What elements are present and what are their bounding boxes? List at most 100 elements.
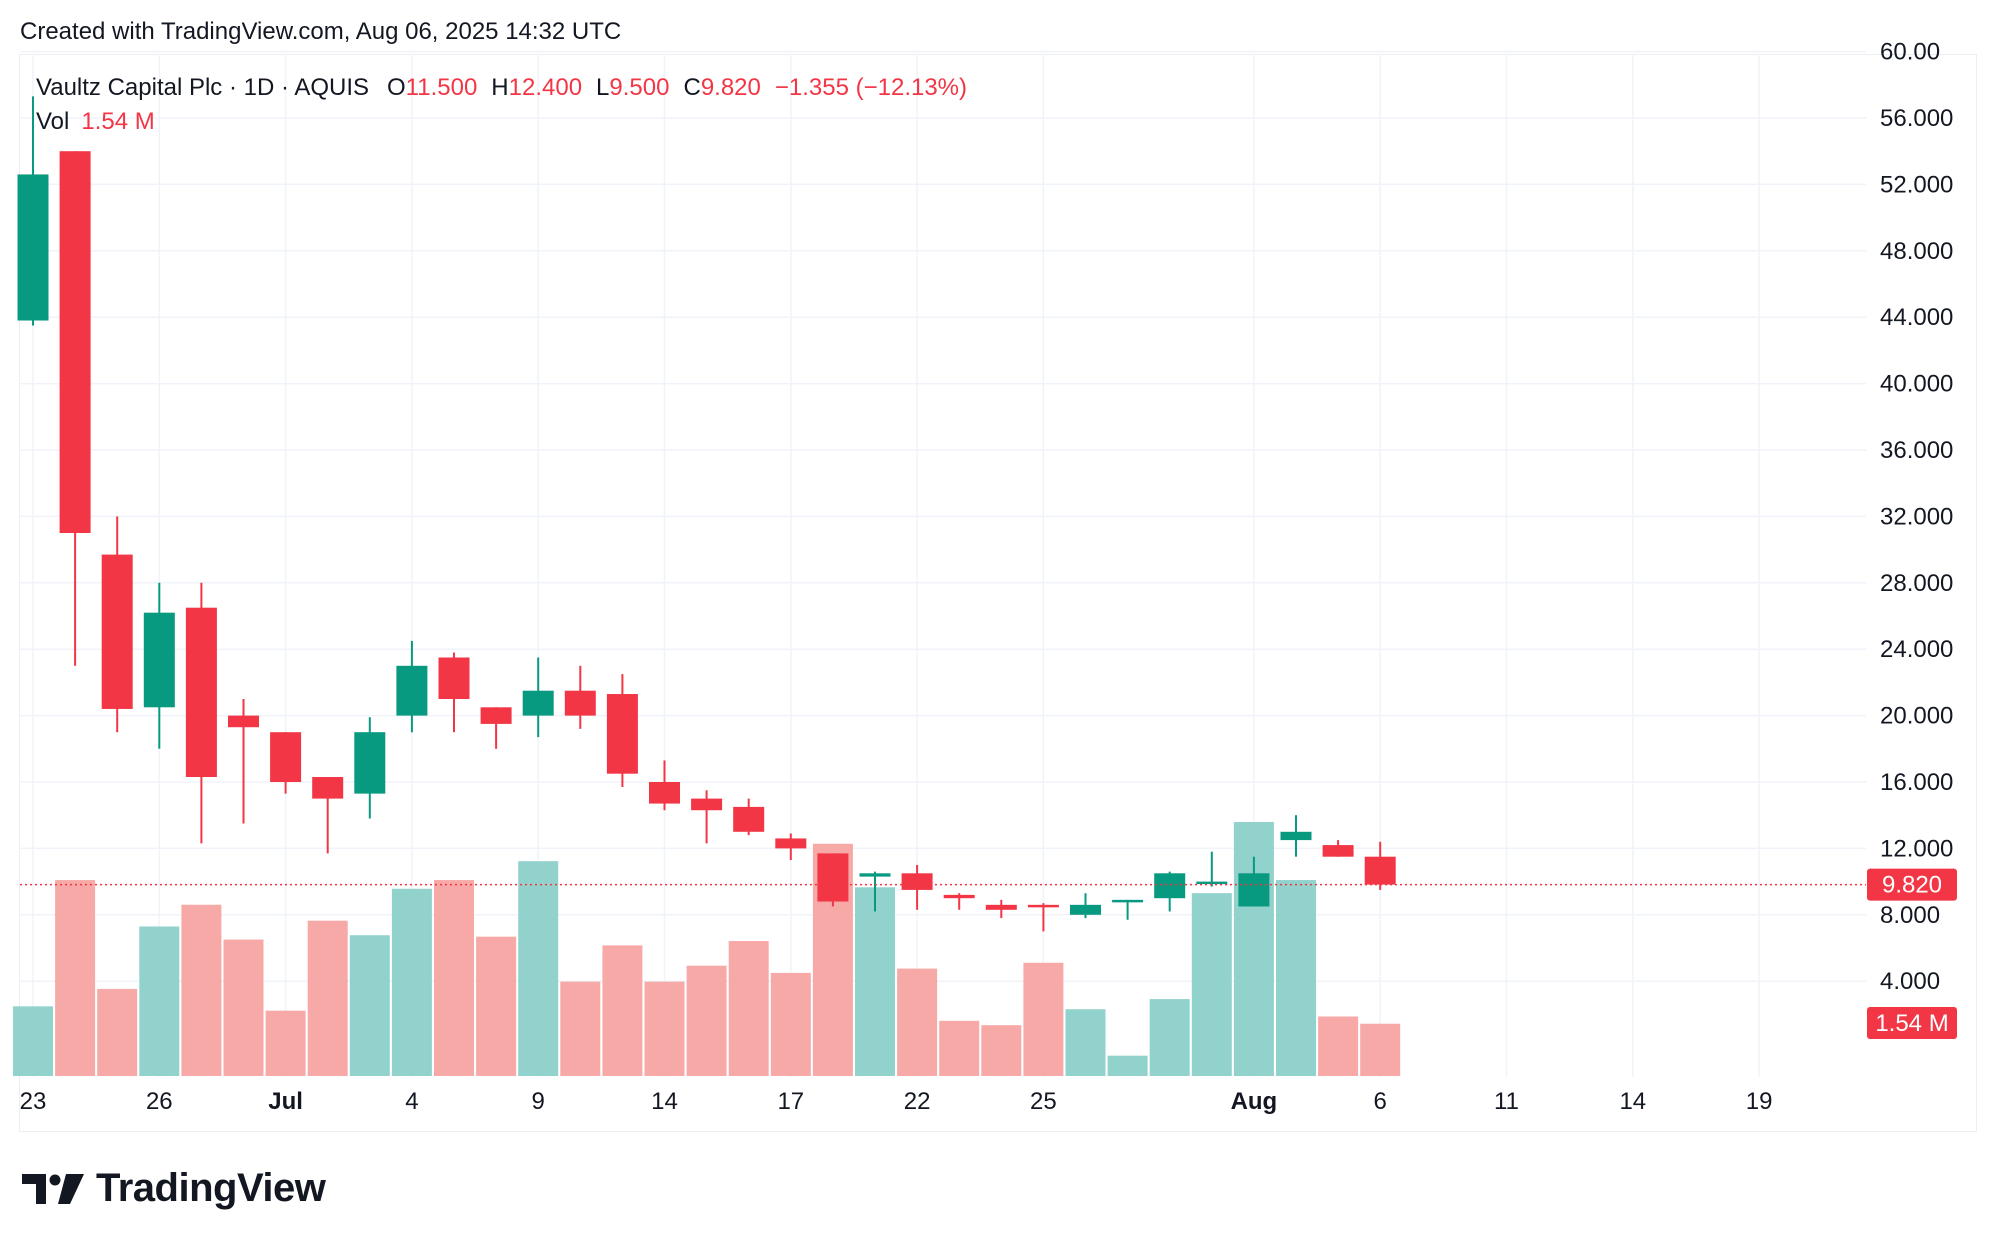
candle-body bbox=[228, 715, 259, 728]
price-tick-label: 24.000 bbox=[1880, 636, 1953, 663]
volume-bar bbox=[1360, 1023, 1401, 1076]
grid-lines bbox=[20, 50, 1866, 1077]
volume-bar bbox=[981, 1025, 1022, 1076]
time-tick-label: 17 bbox=[777, 1088, 804, 1115]
candle-body bbox=[985, 904, 1017, 910]
price-tick-label: 52.000 bbox=[1880, 171, 1953, 198]
change-value: −1.355 (−12.13%) bbox=[774, 74, 968, 101]
volume-bar bbox=[391, 888, 432, 1076]
volume-bars bbox=[13, 822, 1401, 1076]
volume-bar bbox=[476, 936, 517, 1076]
ohlc-legend: Vaultz Capital Plc · 1D · AQUIS O11.500 H1… bbox=[36, 74, 967, 102]
candle-body bbox=[733, 806, 765, 832]
high-value: 12.400 bbox=[508, 74, 583, 101]
candle-body bbox=[1027, 904, 1059, 908]
time-tick-label: 14 bbox=[1619, 1088, 1646, 1115]
volume-bar bbox=[55, 880, 96, 1076]
volume-key[interactable]: Vol bbox=[36, 108, 70, 135]
candle-body bbox=[1364, 856, 1396, 885]
time-tick-label: 9 bbox=[532, 1088, 545, 1115]
close-key: C bbox=[683, 74, 701, 101]
candle-body bbox=[1112, 899, 1144, 903]
candle-body bbox=[185, 607, 217, 778]
created-with-header: Created with TradingView.com, Aug 06, 20… bbox=[20, 18, 622, 45]
price-axis[interactable]: 4.000 8.000 12.000 16.000 20.000 24.000 28.000… bbox=[1867, 39, 1957, 1039]
volume-bar bbox=[1276, 880, 1316, 1076]
volume-bar bbox=[181, 904, 222, 1076]
volume-bar bbox=[139, 926, 180, 1076]
price-tick-label: 36.000 bbox=[1880, 437, 1953, 464]
candle-body bbox=[1154, 873, 1186, 899]
candle-body bbox=[817, 853, 849, 902]
volume-bar bbox=[644, 981, 685, 1076]
last-price-label: 9.820 bbox=[1882, 872, 1942, 899]
candle-body bbox=[312, 777, 344, 799]
volume-bar bbox=[307, 920, 348, 1076]
price-tick-label: 16.000 bbox=[1880, 769, 1953, 796]
volume-bar bbox=[518, 861, 559, 1076]
volume-bar bbox=[1149, 999, 1190, 1076]
volume-bar bbox=[1318, 1016, 1359, 1076]
time-tick-label: 11 bbox=[1494, 1088, 1519, 1115]
candles bbox=[17, 96, 1396, 932]
price-tick-label: 32.000 bbox=[1880, 503, 1953, 530]
candle-body bbox=[59, 151, 91, 533]
volume-bar bbox=[1023, 962, 1064, 1076]
open-key: O bbox=[387, 74, 406, 101]
price-tick-label: 56.000 bbox=[1880, 105, 1953, 132]
volume-bar bbox=[897, 968, 938, 1076]
price-tick-label: 20.000 bbox=[1880, 703, 1953, 730]
time-tick-label: 22 bbox=[904, 1088, 931, 1115]
volume-bar bbox=[686, 965, 727, 1076]
candle-body bbox=[606, 694, 638, 774]
volume-bar bbox=[560, 981, 601, 1076]
last-price-badge bbox=[1867, 868, 1957, 901]
last-volume-badge bbox=[1867, 1007, 1957, 1039]
price-tick-label: 40.000 bbox=[1880, 371, 1953, 398]
candle-body bbox=[396, 665, 428, 716]
volume-bar bbox=[265, 1010, 306, 1076]
candle-body bbox=[270, 732, 302, 782]
volume-bar bbox=[1107, 1055, 1148, 1076]
volume-bar bbox=[97, 988, 138, 1076]
candle-body bbox=[859, 873, 891, 877]
chart-frame[interactable] bbox=[19, 54, 1977, 1132]
candle-body bbox=[1238, 873, 1270, 907]
candle-body bbox=[17, 174, 49, 321]
candle-body bbox=[354, 732, 386, 794]
price-tick-label: 8.000 bbox=[1880, 902, 1940, 929]
volume-bar bbox=[349, 935, 390, 1076]
volume-bar bbox=[434, 880, 474, 1076]
candle-body bbox=[691, 798, 723, 811]
candle-body bbox=[775, 838, 807, 849]
candle-body bbox=[649, 782, 680, 804]
candle-body bbox=[564, 690, 596, 716]
symbol-label[interactable]: Vaultz Capital Plc · 1D · AQUIS bbox=[36, 74, 369, 101]
volume-bar bbox=[770, 972, 811, 1076]
candle-body bbox=[1322, 845, 1354, 857]
time-tick-label: 26 bbox=[146, 1088, 173, 1115]
time-tick-label: 14 bbox=[651, 1088, 678, 1115]
volume-bar bbox=[1065, 1009, 1106, 1076]
candle-body bbox=[1280, 831, 1312, 841]
price-tick-label: 48.000 bbox=[1880, 238, 1953, 265]
tradingview-logo-icon bbox=[22, 1173, 84, 1204]
candle-body bbox=[438, 657, 470, 699]
time-tick-label: Aug bbox=[1231, 1088, 1278, 1115]
volume-bar bbox=[223, 939, 264, 1076]
volume-bar bbox=[728, 941, 769, 1076]
last-volume-label: 1.54 M bbox=[1875, 1010, 1948, 1037]
candle-body bbox=[1070, 904, 1101, 915]
time-axis[interactable]: 23 26 Jul 4 9 14 17 22 25 Aug 6 11 14 19 bbox=[20, 1088, 1773, 1115]
low-value: 9.500 bbox=[609, 74, 670, 101]
price-tick-label: 44.000 bbox=[1880, 304, 1953, 331]
candle-body bbox=[143, 612, 175, 708]
tradingview-wordmark: TradingView bbox=[96, 1166, 326, 1210]
tradingview-brand[interactable]: TradingView bbox=[22, 1166, 326, 1211]
close-value: 9.820 bbox=[700, 74, 761, 101]
time-tick-label: 19 bbox=[1746, 1088, 1773, 1115]
volume-legend: Vol 1.54 M bbox=[36, 108, 155, 136]
volume-value: 1.54 M bbox=[81, 108, 155, 135]
time-tick-label: Jul bbox=[268, 1088, 303, 1115]
